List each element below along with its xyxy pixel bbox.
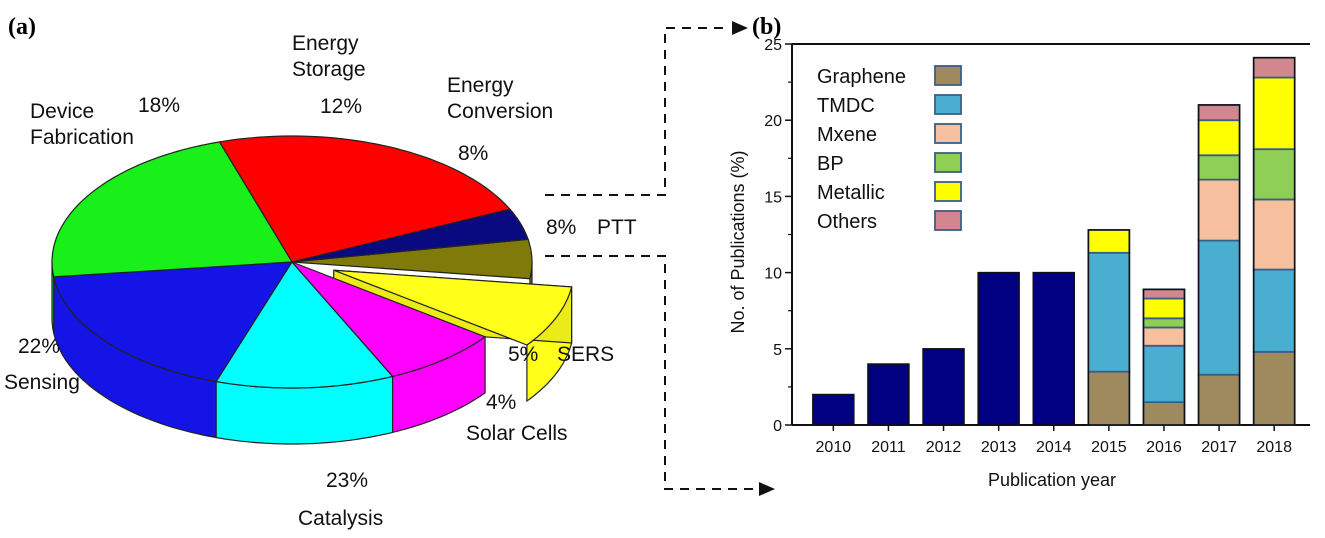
pie-slice-energy_storage (215, 261, 394, 389)
lower-dashed-connector (545, 255, 760, 490)
pie-chart (51, 135, 573, 445)
pie-label-catalysis: Catalysis (298, 507, 383, 530)
bar-outline-2017 (1197, 104, 1241, 426)
pie-percent-catalysis: 23% (326, 469, 368, 492)
legend-label-tmdc: TMDC (817, 95, 875, 117)
pie-label-sensing: Sensing (4, 371, 80, 394)
panel-a-label: (a) (8, 14, 36, 40)
upper-dashed-connector (545, 27, 730, 196)
legend-label-bp: BP (817, 153, 844, 175)
pie-percent-ptt: 8% (546, 216, 576, 239)
bar-2010 (812, 393, 855, 426)
pie-percent-solar_cells: 4% (486, 391, 516, 414)
bar-segment-2017-graphene (1197, 373, 1241, 426)
bar-segment-2016-bp (1142, 317, 1186, 329)
bar-2013 (977, 271, 1020, 426)
bar-chart: 0 5 10 15 20 25 2010 2011 2012 2013 2014 2015 2016 20… (728, 37, 1310, 490)
bar-segment-2015-metallic (1087, 229, 1131, 254)
bar-2014 (1032, 271, 1076, 426)
y-tick-label-0: 0 (773, 418, 782, 435)
pie-label-device_fabrication-line-1: Device (30, 100, 94, 123)
bar-segment-2018-tmdc (1252, 268, 1296, 353)
pie-slice-solar_cells (291, 208, 530, 263)
bar-segment-2016-others (1142, 288, 1186, 300)
bar-segment-2016-graphene (1142, 401, 1186, 426)
x-tick-label-2015: 2015 (1091, 439, 1127, 456)
legend-label-others: Others (817, 211, 877, 233)
pie-percent-sers: 5% (508, 343, 538, 366)
legend-swatch-bp (934, 152, 962, 173)
bar-segment-2018-metallic (1252, 76, 1296, 151)
connector-arrows (545, 21, 775, 496)
bar-segment-2017-tmdc (1197, 239, 1241, 376)
legend-label-graphene: Graphene (817, 66, 906, 88)
x-tick-label-2012: 2012 (926, 439, 962, 456)
pie-percent-energy_storage: 12% (320, 95, 362, 118)
panel-b-label: (b) (752, 14, 781, 40)
pie-label-energy_conversion-line-1: Energy (447, 74, 514, 97)
pie-slice-sers (291, 238, 533, 280)
y-axis-title: No. of Publications (%) (728, 150, 748, 333)
bar-segment-2018-bp (1252, 148, 1296, 201)
bar-outline-2018 (1252, 56, 1296, 426)
pie-label-energy_storage-line-1: Energy (292, 32, 359, 55)
bar-outline-2015 (1087, 229, 1131, 426)
pie-slice-ptt (333, 269, 573, 346)
legend-label-mxene: Mxene (817, 124, 877, 146)
bar-segment-2016-metallic (1142, 297, 1186, 320)
y-tick-label-20: 20 (764, 113, 782, 130)
y-tick-label-10: 10 (764, 266, 782, 283)
pie-slice-device_fabrication (52, 261, 294, 383)
x-tick-label-2010: 2010 (816, 439, 852, 456)
pie-percent-energy_conversion: 8% (458, 142, 488, 165)
bars (812, 56, 1296, 426)
bar-segment-2016-tmdc (1142, 344, 1186, 404)
y-tick-label-15: 15 (764, 189, 782, 206)
bar-segment-2017-metallic (1197, 119, 1241, 157)
x-tick-label-2013: 2013 (981, 439, 1017, 456)
bar-segment-2018-graphene (1252, 350, 1296, 426)
pie-slice-catalysis (218, 135, 512, 263)
pie-percent-device_fabrication: 18% (138, 94, 180, 117)
pie-label-sers: SERS (557, 343, 614, 366)
legend-swatch-mxene (934, 123, 962, 144)
legend-label-metallic: Metallic (817, 182, 885, 204)
x-axis-title: Publication year (988, 470, 1116, 490)
upper-arrowhead-icon (732, 21, 748, 35)
legend-swatch-graphene (934, 65, 962, 86)
legend-swatch-others (934, 210, 962, 231)
y-tick-label-5: 5 (773, 342, 782, 359)
bar-segment-2015-graphene (1087, 370, 1131, 426)
bar-segment-2018-mxene (1252, 198, 1296, 271)
bar-segment-2017-mxene (1197, 178, 1241, 242)
bar-outline-2016 (1142, 288, 1186, 426)
pie-label-energy_conversion-line-2: Conversion (447, 100, 553, 123)
bar-2011 (867, 363, 910, 426)
x-tick-label-2011: 2011 (871, 439, 906, 456)
legend-swatch-metallic (934, 181, 962, 202)
x-tick-label-2016: 2016 (1146, 439, 1182, 456)
x-tick-label-2018: 2018 (1256, 439, 1292, 456)
pie-slice-energy_conversion (291, 261, 487, 378)
x-tick-label-2014: 2014 (1036, 439, 1072, 456)
lower-arrowhead-icon (759, 482, 775, 496)
bar-segment-2017-others (1197, 104, 1241, 122)
bar-segment-2017-bp (1197, 154, 1241, 181)
x-tick-label-2017: 2017 (1201, 439, 1237, 456)
pie-label-device_fabrication-line-2: Fabrication (30, 126, 134, 149)
pie-label-ptt: PTT (597, 216, 637, 239)
pie-slice-sensing (51, 141, 294, 278)
legend: Graphene TMDC Mxene BP Metallic Others (817, 65, 962, 233)
bar-segment-2015-tmdc (1087, 251, 1131, 373)
bar-2012 (922, 348, 965, 426)
y-tick-label-25: 25 (764, 37, 782, 54)
pie-percent-sensing: 22% (18, 335, 60, 358)
pie-label-energy_storage-line-2: Storage (292, 58, 366, 81)
pie-label-solar_cells: Solar Cells (466, 422, 568, 445)
legend-swatch-tmdc (934, 94, 962, 115)
bar-segment-2018-others (1252, 56, 1296, 79)
bar-segment-2016-mxene (1142, 326, 1186, 347)
